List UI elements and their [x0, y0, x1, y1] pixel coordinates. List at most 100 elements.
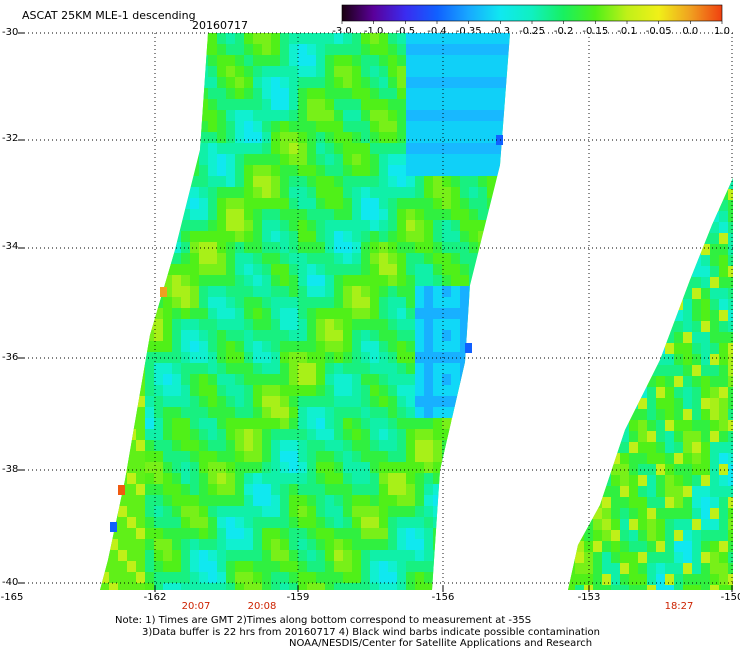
data-cell: [298, 187, 307, 198]
data-cell: [334, 220, 343, 231]
data-cell: [235, 264, 244, 275]
data-cell: [208, 495, 217, 506]
data-cell: [442, 286, 451, 297]
data-cell: [683, 310, 692, 321]
data-cell: [208, 407, 217, 418]
data-cell: [136, 198, 145, 209]
data-cell: [379, 506, 388, 517]
data-cell: [109, 187, 118, 198]
data-cell: [181, 374, 190, 385]
data-cell: [370, 418, 379, 429]
data-cell: [683, 453, 692, 464]
data-cell: [334, 66, 343, 77]
data-cell: [710, 321, 719, 332]
data-cell: [343, 297, 352, 308]
data-cell: [334, 418, 343, 429]
data-cell: [584, 574, 593, 585]
data-cell: [334, 363, 343, 374]
data-cell: [199, 495, 208, 506]
data-cell: [575, 299, 584, 310]
data-cell: [602, 211, 611, 222]
data-cell: [253, 231, 262, 242]
data-cell: [415, 187, 424, 198]
data-cell: [217, 462, 226, 473]
data-cell: [253, 583, 262, 590]
data-cell: [469, 561, 478, 572]
data-cell: [487, 407, 496, 418]
data-cell: [496, 77, 505, 88]
data-cell: [379, 44, 388, 55]
data-cell: [665, 541, 674, 552]
data-cell: [370, 385, 379, 396]
data-cell: [647, 222, 656, 233]
data-cell: [100, 187, 109, 198]
data-cell: [388, 275, 397, 286]
data-cell: [460, 374, 469, 385]
data-cell: [136, 231, 145, 242]
data-cell: [217, 363, 226, 374]
data-cell: [656, 387, 665, 398]
data-cell: [665, 255, 674, 266]
data-cell: [280, 66, 289, 77]
colorbar-label: -3.0: [332, 26, 352, 37]
data-cell: [316, 275, 325, 286]
data-cell: [172, 121, 181, 132]
data-cell: [505, 484, 510, 495]
data-cell: [118, 88, 127, 99]
data-cell: [620, 266, 629, 277]
data-cell: [451, 253, 460, 264]
data-cell: [665, 376, 674, 387]
data-cell: [118, 572, 127, 583]
data-cell: [406, 77, 415, 88]
data-cell: [289, 220, 298, 231]
data-cell: [235, 451, 244, 462]
data-cell: [629, 255, 638, 266]
data-cell: [469, 308, 478, 319]
data-cell: [406, 165, 415, 176]
data-cell: [109, 308, 118, 319]
data-cell: [145, 429, 154, 440]
data-cell: [602, 255, 611, 266]
data-cell: [719, 585, 728, 590]
data-cell: [100, 165, 109, 176]
data-cell: [442, 77, 451, 88]
data-cell: [424, 154, 433, 165]
data-cell: [145, 495, 154, 506]
data-cell: [361, 407, 370, 418]
data-cell: [602, 354, 611, 365]
data-cell: [370, 55, 379, 66]
data-cell: [620, 541, 629, 552]
data-cell: [701, 178, 710, 189]
data-cell: [271, 121, 280, 132]
data-cell: [217, 286, 226, 297]
data-cell: [505, 451, 510, 462]
data-cell: [163, 187, 172, 198]
map-title: ASCAT 25KM MLE-1 descending: [22, 9, 196, 22]
data-cell: [674, 585, 683, 590]
data-cell: [415, 572, 424, 583]
data-cell: [316, 440, 325, 451]
data-cell: [127, 385, 136, 396]
data-cell: [433, 528, 442, 539]
data-cell: [665, 398, 674, 409]
data-cell: [118, 473, 127, 484]
data-cell: [397, 143, 406, 154]
data-cell: [701, 211, 710, 222]
data-cell: [397, 154, 406, 165]
data-cell: [692, 376, 701, 387]
data-cell: [235, 198, 244, 209]
data-cell: [343, 561, 352, 572]
data-cell: [271, 110, 280, 121]
y-tick-label: -32: [2, 133, 19, 144]
data-cell: [647, 453, 656, 464]
data-cell: [406, 352, 415, 363]
data-cell: [136, 264, 145, 275]
data-cell: [388, 165, 397, 176]
data-cell: [235, 44, 244, 55]
data-cell: [469, 187, 478, 198]
data-cell: [118, 319, 127, 330]
data-cell: [145, 143, 154, 154]
data-cell: [451, 407, 460, 418]
data-cell: [253, 66, 262, 77]
data-cell: [505, 286, 510, 297]
